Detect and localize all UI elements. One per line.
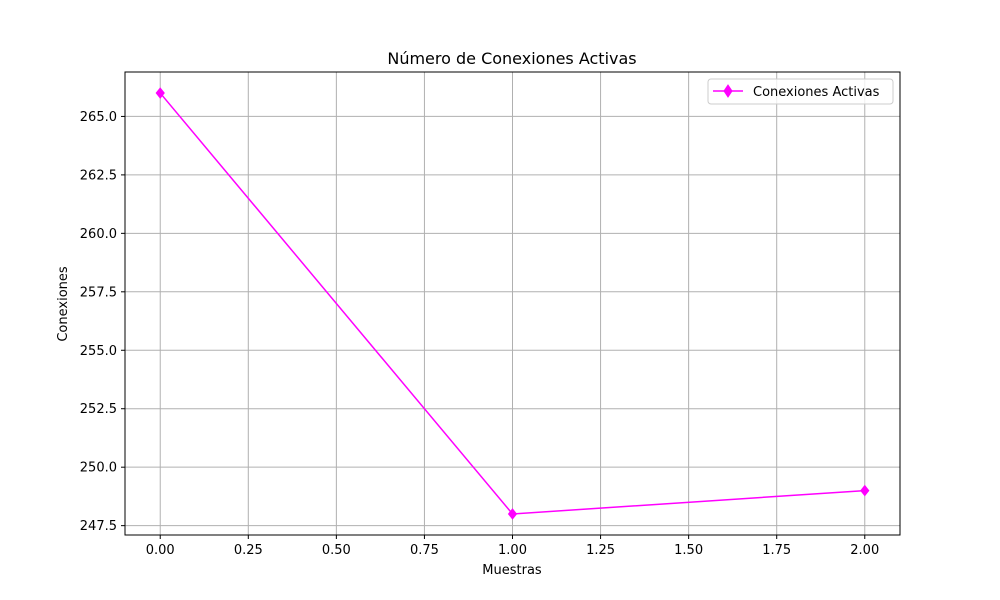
legend-box (707, 78, 894, 105)
legend-label: Conexiones Activas (753, 85, 880, 100)
y-axis-ticks: 247.5 250.0 252.5 255.0 257.5 260.0 262.5 265.0 (80, 110, 125, 534)
y-tick-label: 260.0 (80, 227, 117, 242)
x-tick-label: 1.00 (498, 543, 527, 558)
x-tick-label: 0.00 (146, 543, 175, 558)
x-tick-label: 0.25 (234, 543, 263, 558)
x-tick-label: 2.00 (850, 543, 879, 558)
x-tick-label: 0.75 (410, 543, 439, 558)
x-tick-label: 1.75 (762, 543, 791, 558)
x-tick-label: 1.50 (674, 543, 703, 558)
grid (125, 72, 900, 535)
y-tick-label: 255.0 (80, 344, 117, 359)
y-tick-label: 252.5 (80, 402, 117, 417)
legend: Conexiones Activas (707, 78, 894, 105)
y-tick-label: 265.0 (80, 110, 117, 125)
y-tick-label: 247.5 (80, 519, 117, 534)
data-point-diamond (155, 87, 165, 99)
data-point-diamond (507, 508, 518, 520)
x-tick-label: 1.25 (586, 543, 615, 558)
data-point-diamond (860, 484, 870, 497)
y-tick-label: 257.5 (80, 285, 117, 300)
series-layer (155, 87, 870, 520)
legend-diamond-marker (723, 84, 733, 98)
y-tick-label: 250.0 (80, 461, 117, 476)
y-axis-label: Conexiones (56, 266, 71, 342)
x-tick-label: 0.50 (322, 543, 351, 558)
x-axis-ticks: 0.00 0.25 0.50 0.75 1.00 1.25 1.50 1.75 2.00 (146, 535, 879, 558)
y-tick-label: 262.5 (80, 168, 117, 183)
x-axis-label: Muestras (482, 563, 542, 578)
chart-title: Número de Conexiones Activas (387, 49, 636, 68)
